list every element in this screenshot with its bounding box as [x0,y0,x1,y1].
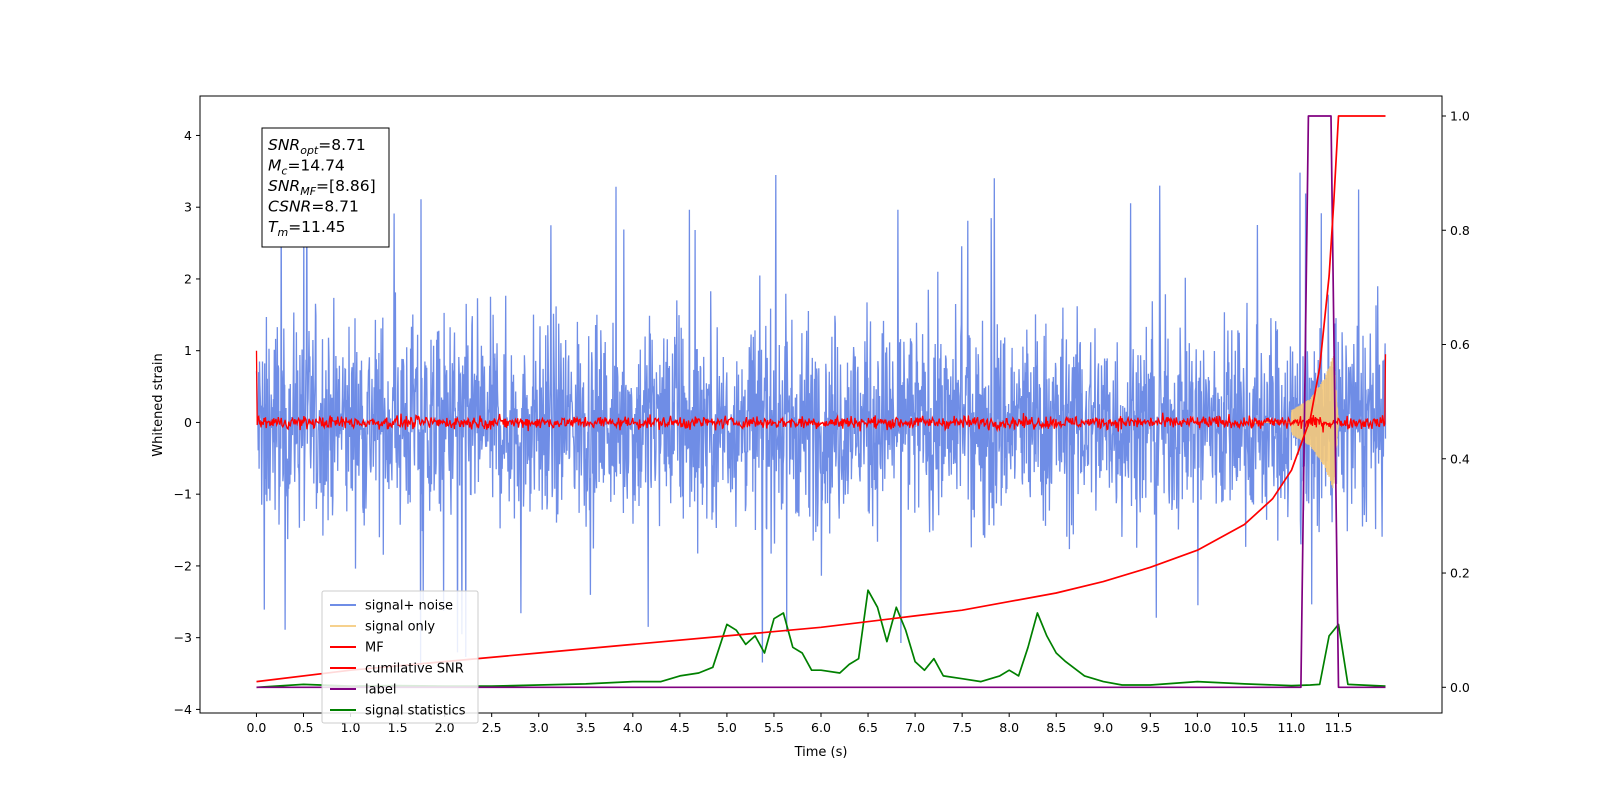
x-tick-label: 0.5 [294,720,314,735]
legend-entry: label [365,683,396,698]
y-tick-label: 3 [184,200,192,215]
x-tick-label: 8.0 [999,720,1019,735]
annotation-line: CSNR=8.71 [268,198,359,216]
legend-frame [321,590,479,724]
x-tick-label: 7.0 [905,720,925,735]
legend-entry: signal statistics [365,704,466,719]
y-axis-right: 1.0 0.8 0.6 0.4 0.2 0.0 [1442,108,1470,695]
x-tick-label: 10.0 [1183,720,1211,735]
x-axis-label: Time (s) [794,745,848,760]
x-tick-label: 10.5 [1230,720,1258,735]
series-cumulative-snr [256,115,1386,683]
y-right-tick-label: 0.8 [1450,223,1470,238]
x-tick-label: 6.5 [858,720,878,735]
y-tick-label: −2 [174,558,192,573]
legend-entry: MF [365,641,384,656]
x-tick-label: 11.0 [1278,720,1306,735]
x-tick-label: 4.0 [623,720,643,735]
x-tick-label: 5.5 [764,720,784,735]
y-axis-label: Whitened strain [151,353,166,456]
x-tick-label: 11.5 [1325,720,1353,735]
legend-entry: cumilative SNR [365,662,464,677]
y-right-tick-label: 0.0 [1450,680,1470,695]
y-right-tick-label: 0.4 [1450,451,1470,466]
x-tick-label: 7.5 [952,720,972,735]
x-tick-label: 1.0 [341,720,361,735]
x-tick-label: 8.5 [1046,720,1066,735]
legend: signal+ noise signal only MF cumilative SNR… [321,590,479,724]
series-mf [255,350,1387,433]
x-tick-label: 2.0 [435,720,455,735]
x-tick-label: 3.0 [529,720,549,735]
x-tick-label: 3.5 [576,720,596,735]
annotation-line: SNRMF=[8.86] [268,177,376,198]
series-label [256,115,1386,689]
x-tick-label: 6.0 [811,720,831,735]
x-tick-label: 2.5 [482,720,502,735]
y-right-tick-label: 0.2 [1450,566,1470,581]
annotation-line: Tm=11.45 [268,218,346,239]
annotation-box: SNRopt=8.71Mc=14.74SNRMF=[8.86]CSNR=8.71… [261,127,390,248]
annotation-line: Mc=14.74 [268,157,345,178]
legend-entry: signal+ noise [365,599,453,614]
x-axis: 0.0 0.5 1.0 1.5 2.0 2.5 3.0 3.5 4.0 4.5 5.0 5.5 6.0 6… [247,713,1353,735]
plot-area [255,115,1387,689]
y-right-tick-label: 0.6 [1450,337,1470,352]
series-signal-statistics [256,589,1386,689]
x-tick-label: 5.0 [717,720,737,735]
y-tick-label: −1 [174,487,192,502]
legend-entry: signal only [365,620,435,635]
x-tick-label: 9.5 [1140,720,1160,735]
x-tick-label: 9.0 [1093,720,1113,735]
x-tick-label: 4.5 [670,720,690,735]
y-tick-label: −3 [174,630,192,645]
y-tick-label: 1 [184,343,192,358]
y-tick-label: 0 [184,415,192,430]
series-signal-only [1253,355,1340,489]
y-tick-label: 4 [184,128,192,143]
x-tick-label: 1.5 [388,720,408,735]
y-right-tick-label: 1.0 [1450,108,1470,123]
y-tick-label: −4 [174,702,192,717]
y-tick-label: 2 [184,271,192,286]
y-axis-left: 4 3 2 1 0 −1 −2 −3 −4 [174,128,200,717]
annotation-line: SNRopt=8.71 [268,136,366,157]
x-tick-label: 0.0 [247,720,267,735]
